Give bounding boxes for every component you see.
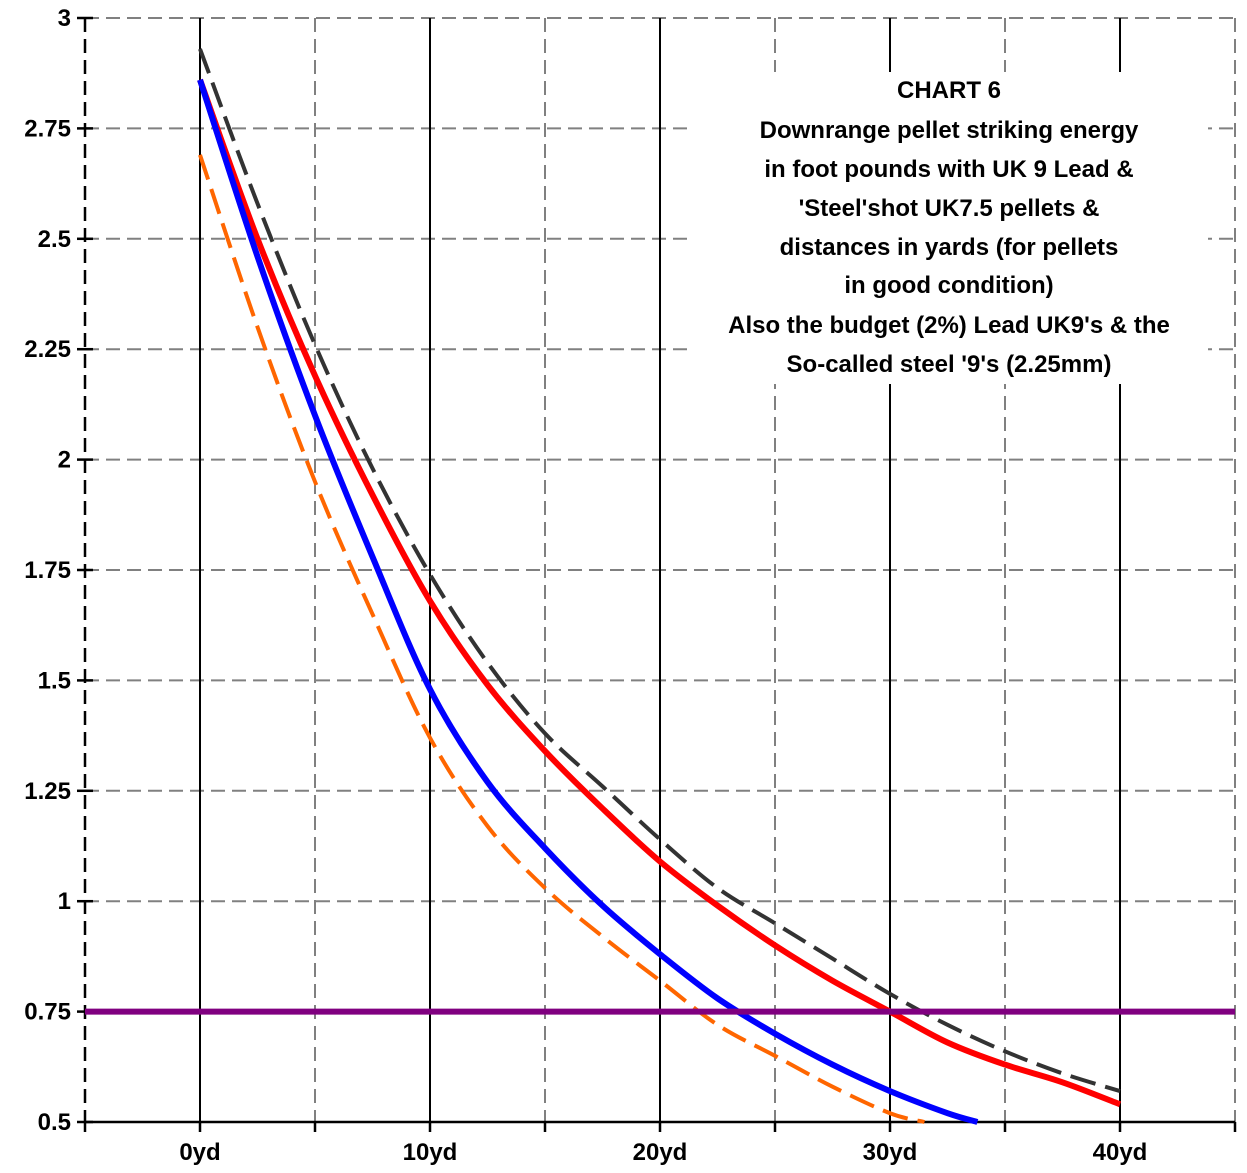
title-background — [690, 72, 1208, 384]
x-tick-label: 20yd — [633, 1139, 688, 1166]
y-tick-label: 3 — [58, 5, 71, 32]
y-tick-label: 2.25 — [24, 336, 71, 363]
y-tick-label: 2 — [58, 447, 71, 474]
x-tick-label: 0yd — [179, 1139, 220, 1166]
series-line — [197, 78, 1122, 1108]
series-line — [198, 48, 1121, 1094]
title-line: distances in yards (for pellets — [780, 234, 1119, 261]
y-tick-label: 1.25 — [24, 778, 71, 805]
title-line: CHART 6 — [897, 77, 1001, 104]
y-tick-label: 1 — [58, 888, 71, 915]
title-line: in foot pounds with UK 9 Lead & — [764, 156, 1133, 183]
y-tick-label: 1.5 — [38, 667, 71, 694]
y-tick-label: 2.5 — [38, 226, 71, 253]
y-tick-label: 0.5 — [38, 1109, 71, 1136]
title-line: So-called steel '9's (2.25mm) — [787, 351, 1112, 378]
x-tick-label: 40yd — [1093, 1139, 1148, 1166]
title-line: 'Steel'shot UK7.5 pellets & — [799, 195, 1100, 222]
title-line: Also the budget (2%) Lead UK9's & the — [728, 312, 1170, 339]
y-tick-label: 2.75 — [24, 115, 71, 142]
x-tick-label: 10yd — [403, 1139, 458, 1166]
grid — [85, 17, 1236, 1122]
x-tick-label: 30yd — [863, 1139, 918, 1166]
title-line: in good condition) — [844, 272, 1053, 299]
title-line: Downrange pellet striking energy — [760, 117, 1139, 144]
chart-title: CHART 6 Downrange pellet striking energy… — [728, 77, 1170, 378]
y-tick-label: 1.75 — [24, 557, 71, 584]
series-line — [197, 78, 979, 1125]
title-backdrop — [690, 72, 1208, 384]
series-line — [198, 154, 926, 1124]
series — [85, 48, 1235, 1125]
y-tick-label: 0.75 — [24, 999, 71, 1026]
